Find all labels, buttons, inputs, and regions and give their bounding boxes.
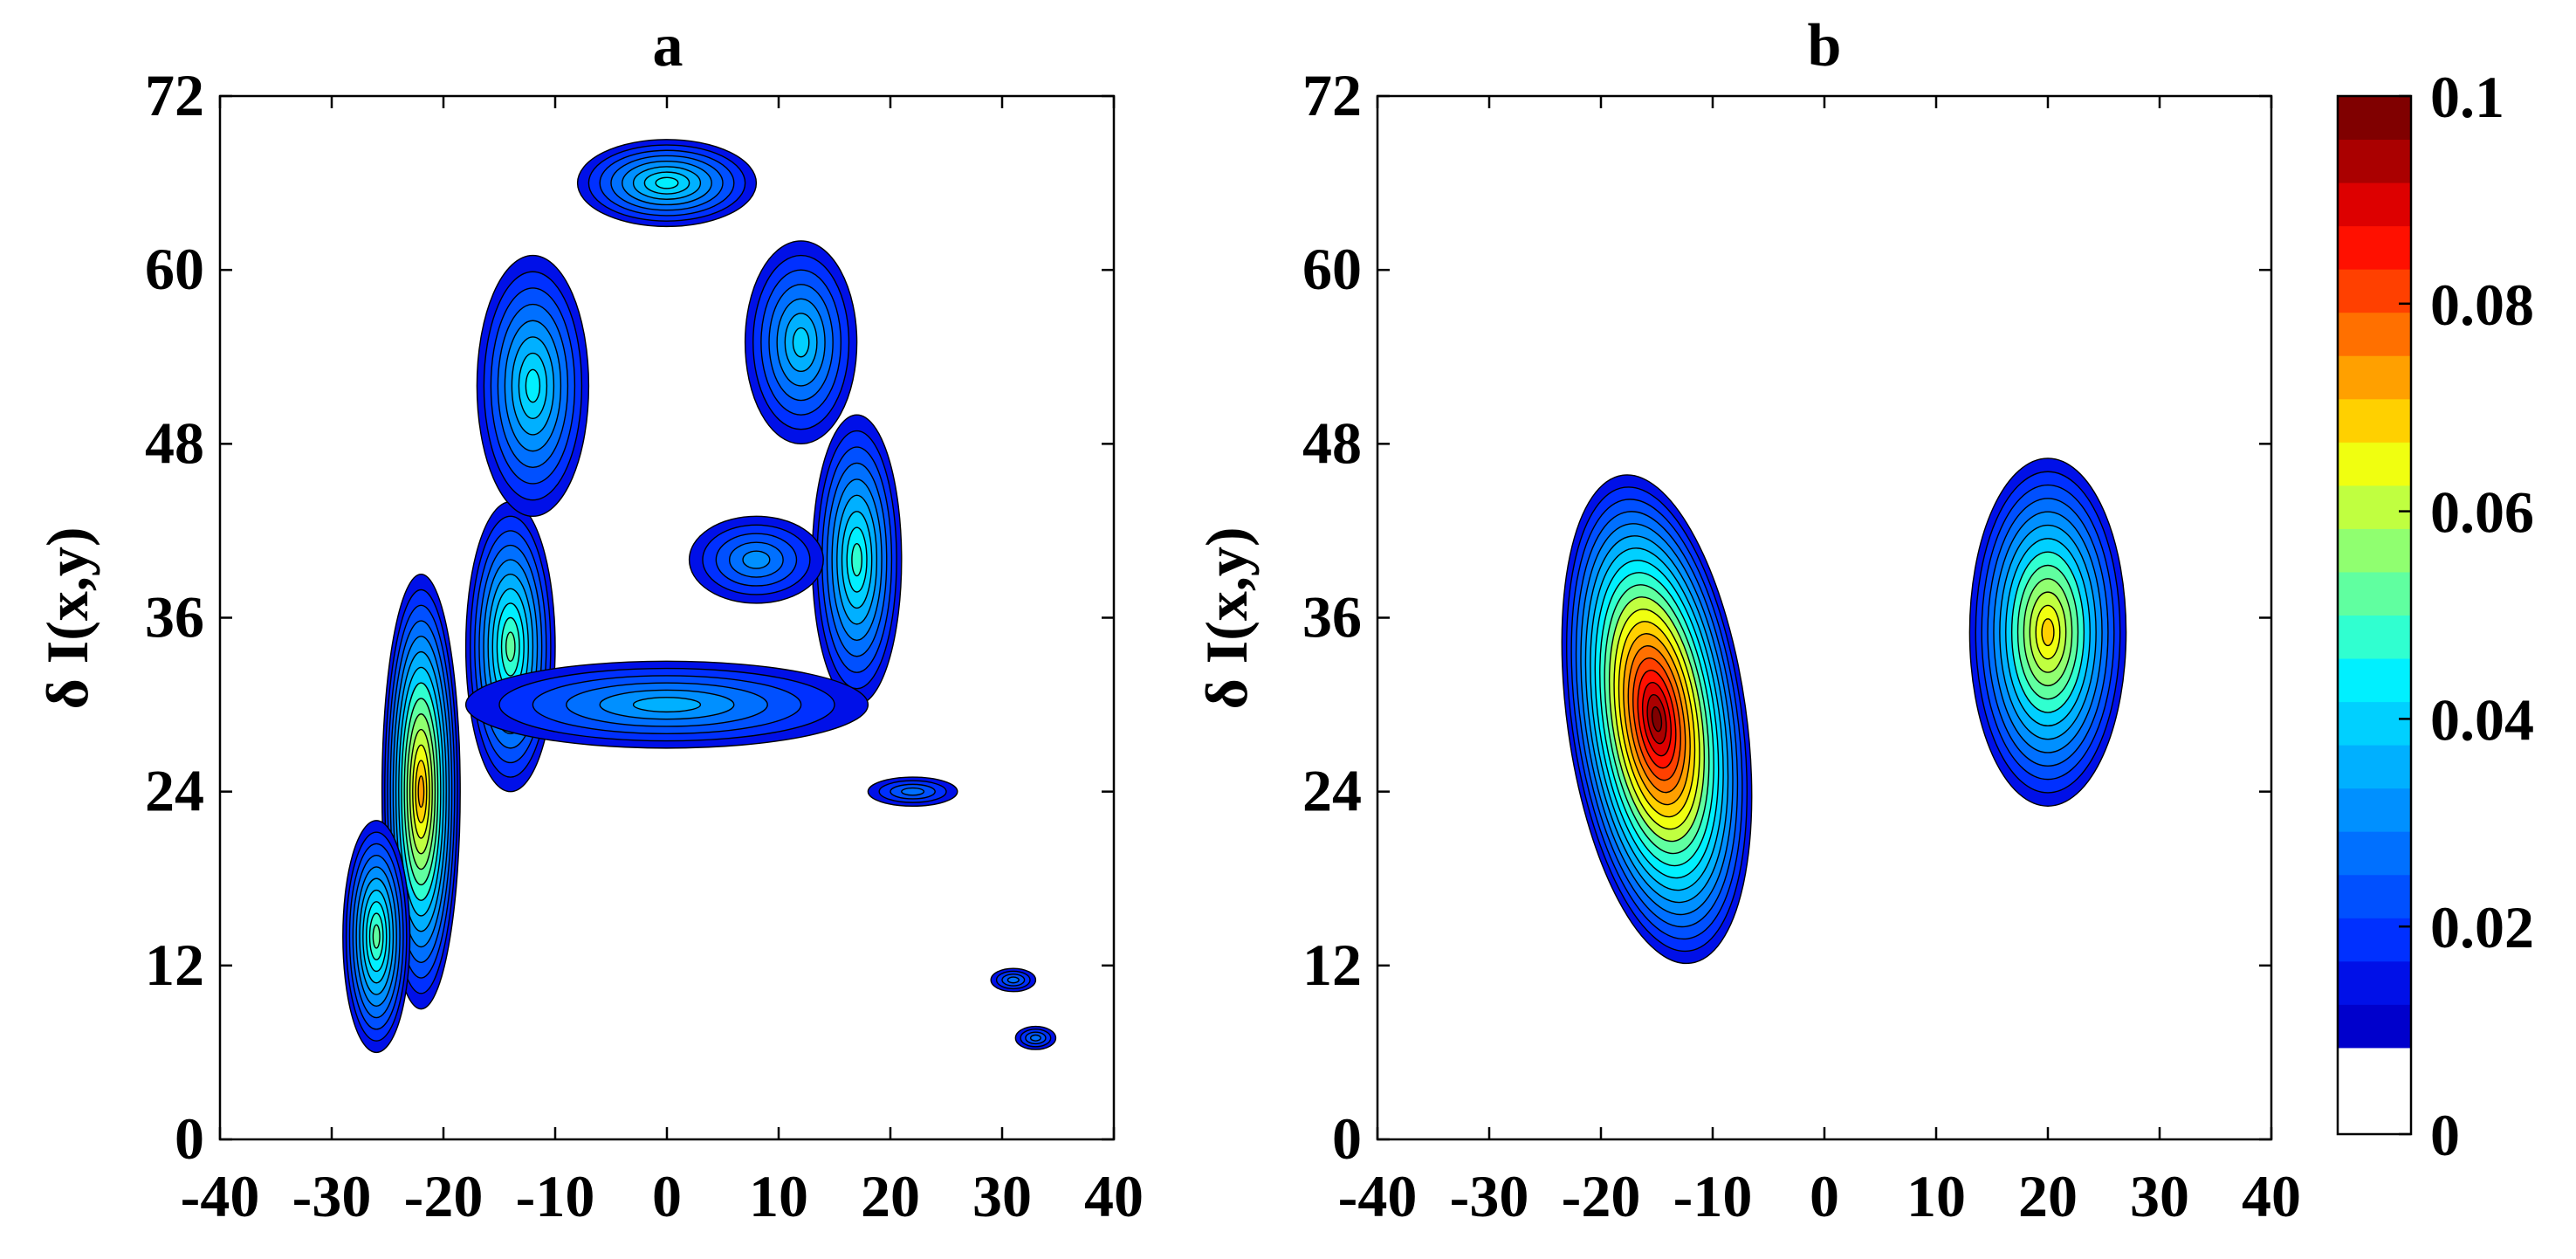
x-tick-label: -40 bbox=[181, 1163, 260, 1229]
y-tick-label: 36 bbox=[1302, 584, 1362, 650]
colorbar-segment bbox=[2338, 225, 2411, 270]
colorbar-segment bbox=[2338, 355, 2411, 400]
colorbar-segment bbox=[2338, 312, 2411, 356]
panel-a-contour-level bbox=[901, 787, 925, 796]
x-tick-label: -20 bbox=[404, 1163, 484, 1229]
panel-b: b -40 -30 -20 -10 0 10 20 30 40 0 12 24 36 48 60 72 δ I… bbox=[1193, 12, 2301, 1229]
colorbar-tick-label: 0 bbox=[2430, 1102, 2460, 1168]
x-tick-label: 10 bbox=[749, 1163, 808, 1229]
colorbar-segment bbox=[2338, 701, 2411, 746]
y-tick-label: 60 bbox=[145, 236, 204, 302]
colorbar-segment bbox=[2338, 1004, 2411, 1049]
panel-a-ticks: -40 -30 -20 -10 0 10 20 30 40 0 12 24 36 48 60 72 bbox=[145, 62, 1144, 1229]
y-tick-label: 0 bbox=[175, 1105, 204, 1172]
x-tick-label: -10 bbox=[516, 1163, 595, 1229]
colorbar-segment bbox=[2338, 442, 2411, 486]
colorbar-segment bbox=[2338, 96, 2411, 141]
colorbar-segment bbox=[2338, 139, 2411, 183]
x-tick-label: 0 bbox=[1810, 1163, 1839, 1229]
panel-a-contour-level bbox=[1029, 1034, 1041, 1042]
colorbar-segment bbox=[2338, 571, 2411, 616]
colorbar-segment bbox=[2338, 1047, 2411, 1134]
colorbar-ticks: 0 0.02 0.04 0.06 0.08 0.1 bbox=[2399, 64, 2534, 1168]
panel-a-contour-level bbox=[417, 775, 425, 808]
y-tick-label: 24 bbox=[145, 758, 204, 824]
x-tick-label: 30 bbox=[972, 1163, 1032, 1229]
panel-b-ticks: -40 -30 -20 -10 0 10 20 30 40 0 12 24 36 48 60 72 bbox=[1302, 62, 2301, 1229]
colorbar-segment bbox=[2338, 269, 2411, 313]
panel-a-contour-level bbox=[655, 176, 679, 189]
x-tick-label: 20 bbox=[861, 1163, 920, 1229]
colorbar-segment bbox=[2338, 182, 2411, 227]
panel-a-contour-level bbox=[372, 924, 381, 949]
colorbar-tick-label: 0.06 bbox=[2430, 479, 2534, 546]
colorbar-tick-label: 0.04 bbox=[2430, 686, 2534, 753]
y-tick-label: 48 bbox=[1302, 409, 1362, 476]
colorbar-segment bbox=[2338, 528, 2411, 573]
x-tick-label: 10 bbox=[1906, 1163, 1966, 1229]
y-tick-label: 12 bbox=[1302, 932, 1362, 998]
colorbar-segment bbox=[2338, 874, 2411, 918]
y-tick-label: 24 bbox=[1302, 758, 1362, 824]
panel-b-axes-frame bbox=[1376, 94, 2273, 1141]
x-tick-label: -10 bbox=[1673, 1163, 1753, 1229]
y-tick-label: 60 bbox=[1302, 236, 1362, 302]
colorbar: 0 0.02 0.04 0.06 0.08 0.1 bbox=[2336, 64, 2534, 1168]
x-tick-label: -30 bbox=[1450, 1163, 1529, 1229]
colorbar-segment bbox=[2338, 960, 2411, 1005]
colorbar-segments bbox=[2338, 96, 2411, 1134]
y-tick-label: 12 bbox=[145, 932, 204, 998]
panel-a-contour-level bbox=[632, 697, 702, 713]
x-tick-label: 20 bbox=[2018, 1163, 2078, 1229]
plot-a-contours bbox=[342, 139, 1057, 1054]
panel-a-contour-level bbox=[851, 542, 862, 577]
colorbar-tick-label: 0.02 bbox=[2430, 894, 2534, 960]
y-tick-label: 72 bbox=[145, 62, 204, 128]
y-tick-label: 72 bbox=[1302, 62, 1362, 128]
panel-b-contour-level bbox=[2041, 618, 2055, 647]
panel-a-contour-level bbox=[742, 550, 771, 569]
panel-a: a -40 -30 -20 -10 0 10 20 30 40 0 12 24 36 48 60 72 δ I… bbox=[34, 12, 1144, 1229]
x-tick-label: 40 bbox=[2242, 1163, 2301, 1229]
colorbar-segment bbox=[2338, 658, 2411, 703]
y-tick-label: 48 bbox=[145, 409, 204, 476]
plot-b-contours bbox=[1561, 458, 2127, 965]
panel-a-contour-level bbox=[505, 631, 516, 662]
panel-a-contour-level bbox=[792, 327, 810, 358]
colorbar-segment bbox=[2338, 788, 2411, 832]
panel-b-contour-level bbox=[1651, 705, 1663, 733]
colorbar-segment bbox=[2338, 745, 2411, 789]
panel-a-contour-level bbox=[525, 368, 541, 403]
panel-a-contour-level bbox=[1006, 976, 1020, 984]
colorbar-segment bbox=[2338, 398, 2411, 443]
panel-b-ylabel: δ I(x,y) bbox=[1193, 526, 1260, 709]
x-tick-label: -40 bbox=[1338, 1163, 1418, 1229]
x-tick-label: 0 bbox=[652, 1163, 682, 1229]
panel-a-title: a bbox=[653, 12, 683, 79]
colorbar-segment bbox=[2338, 918, 2411, 962]
colorbar-segment bbox=[2338, 615, 2411, 659]
colorbar-segment bbox=[2338, 485, 2411, 529]
colorbar-segment bbox=[2338, 831, 2411, 876]
y-tick-label: 36 bbox=[145, 584, 204, 650]
x-tick-label: 30 bbox=[2130, 1163, 2189, 1229]
colorbar-tick-label: 0.08 bbox=[2430, 272, 2534, 338]
panel-b-title: b bbox=[1808, 12, 1842, 79]
x-tick-label: -20 bbox=[1562, 1163, 1641, 1229]
panel-a-ylabel: δ I(x,y) bbox=[34, 526, 100, 709]
x-tick-label: 40 bbox=[1084, 1163, 1144, 1229]
x-tick-label: -30 bbox=[292, 1163, 372, 1229]
y-tick-label: 0 bbox=[1332, 1105, 1362, 1172]
colorbar-tick-label: 0.1 bbox=[2430, 64, 2504, 130]
colorbar-frame bbox=[2336, 94, 2413, 1136]
